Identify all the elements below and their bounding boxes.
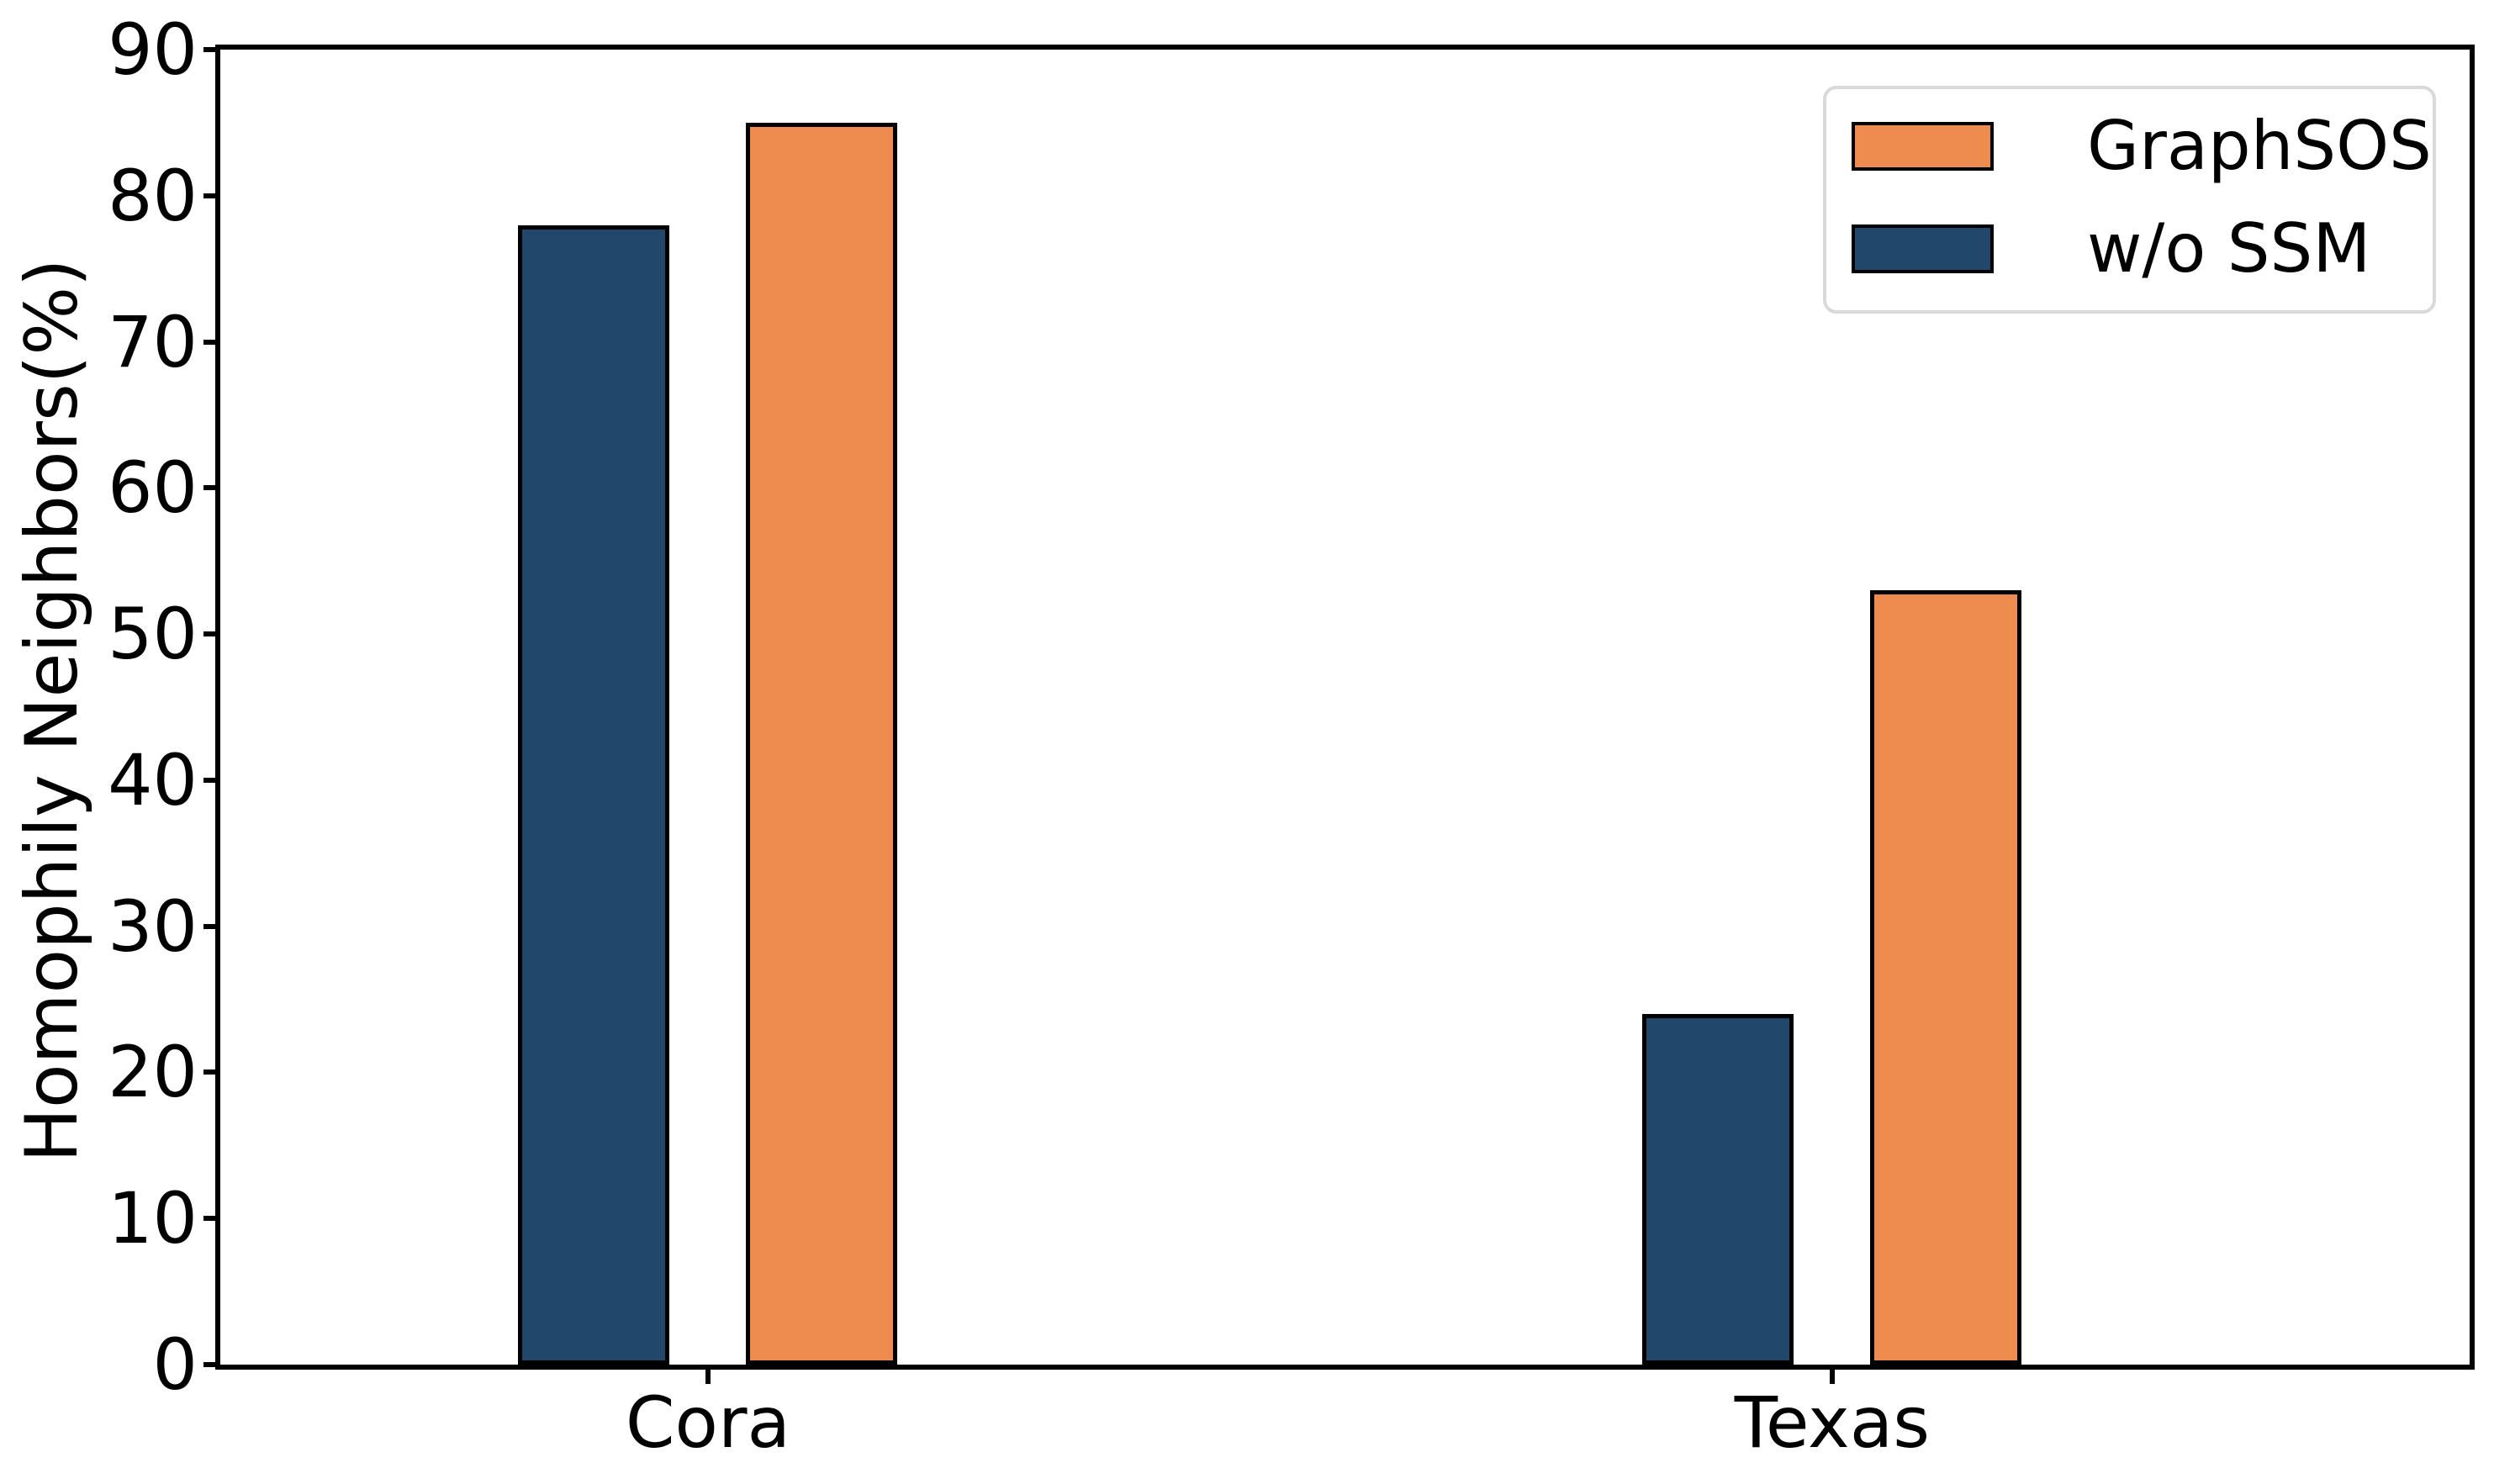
y-tick-label-70: 70 <box>108 300 198 383</box>
legend-item-w-o-ssm: w/o SSM <box>1852 207 2420 291</box>
plot-area <box>220 50 2470 1365</box>
legend-label-w-o-ssm: w/o SSM <box>2087 209 2371 288</box>
bar-cora-graphsos <box>746 122 898 1365</box>
y-tick-mark-0 <box>203 1362 218 1367</box>
bar-texas-w-o-ssm <box>1642 1013 1794 1365</box>
legend-swatch-graphsos <box>1852 122 1994 171</box>
x-tick-mark-cora <box>705 1370 711 1384</box>
y-tick-mark-30 <box>203 923 218 929</box>
legend: GraphSOS w/o SSM <box>1823 86 2436 314</box>
x-tick-mark-texas <box>1829 1370 1835 1384</box>
y-tick-mark-20 <box>203 1069 218 1075</box>
y-tick-mark-40 <box>203 777 218 783</box>
x-category-label-cora: Cora <box>625 1381 790 1464</box>
y-tick-label-80: 80 <box>108 154 198 237</box>
legend-item-graphsos: GraphSOS <box>1852 104 2432 188</box>
y-tick-label-20: 20 <box>108 1031 198 1114</box>
y-tick-label-50: 50 <box>108 593 198 676</box>
y-axis-label: Homophily Neighbors(%) <box>10 258 94 1163</box>
x-category-label-texas: Texas <box>1734 1381 1930 1464</box>
legend-label-graphsos: GraphSOS <box>2087 107 2432 185</box>
y-tick-mark-10 <box>203 1216 218 1222</box>
legend-swatch-w-o-ssm <box>1852 224 1994 273</box>
bar-texas-graphsos <box>1870 589 2022 1365</box>
y-tick-label-40: 40 <box>108 738 198 821</box>
y-tick-mark-80 <box>203 193 218 198</box>
y-tick-mark-60 <box>203 485 218 491</box>
y-tick-mark-90 <box>203 47 218 52</box>
y-tick-label-60: 60 <box>108 446 198 530</box>
y-tick-label-10: 10 <box>108 1177 198 1260</box>
bar-cora-w-o-ssm <box>518 224 670 1365</box>
y-tick-label-30: 30 <box>108 885 198 968</box>
y-tick-label-90: 90 <box>108 8 198 91</box>
y-tick-mark-50 <box>203 631 218 637</box>
y-tick-mark-70 <box>203 339 218 345</box>
y-tick-label-0: 0 <box>152 1323 198 1406</box>
